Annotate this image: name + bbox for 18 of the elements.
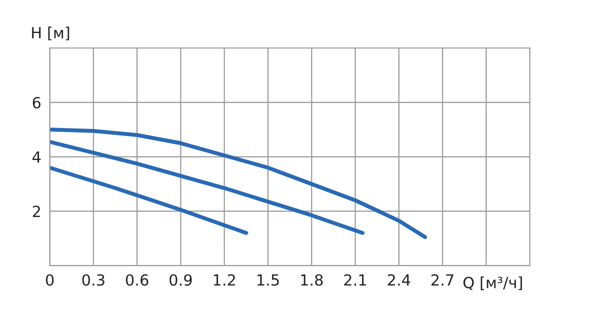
x-tick-label: 0.9 [170,274,192,286]
x-tick-label: 0.6 [126,274,148,286]
y-tick-label: 6 [32,96,41,108]
x-tick-label: 1.2 [214,274,235,286]
y-tick-label: 4 [32,151,41,163]
y-axis-title: H [м] [32,26,70,40]
line-series [50,166,248,235]
line-series [50,128,428,239]
x-tick-label: 2.7 [432,274,454,286]
x-axis-title: Q [м³/ч] [463,276,522,290]
x-tick-label: 1.5 [258,274,279,286]
line-series [50,140,364,235]
x-tick-label: 0 [46,274,54,286]
y-tick-label: 2 [32,206,40,218]
x-tick-label: 2.4 [388,274,410,286]
x-tick-label: 0.3 [82,274,104,286]
x-tick-label: 1.8 [301,274,323,286]
x-tick-label: 2.1 [344,274,366,286]
